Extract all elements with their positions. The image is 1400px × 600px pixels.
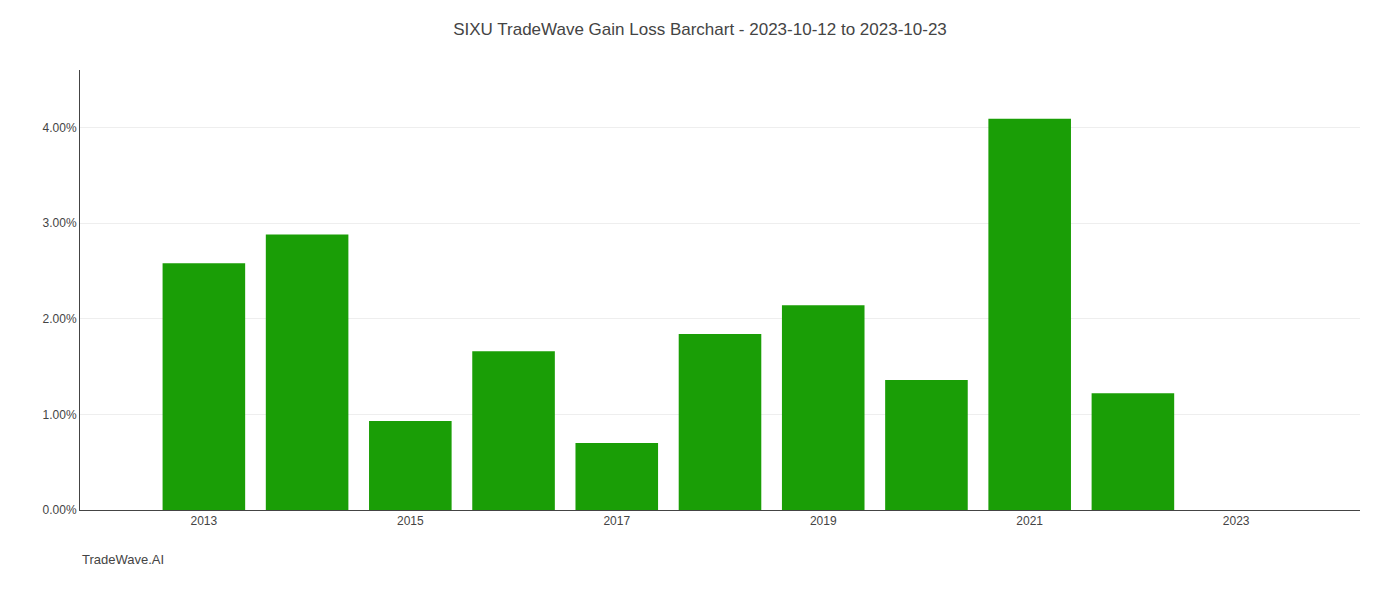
svg-text:TradeWave.AI: TradeWave.AI — [82, 552, 164, 567]
svg-text:2013: 2013 — [191, 514, 218, 528]
svg-text:2023: 2023 — [1223, 514, 1250, 528]
svg-text:2019: 2019 — [810, 514, 837, 528]
svg-text:2.00%: 2.00% — [43, 312, 77, 326]
svg-text:4.00%: 4.00% — [43, 121, 77, 135]
svg-text:1.00%: 1.00% — [43, 408, 77, 422]
svg-text:2017: 2017 — [603, 514, 630, 528]
svg-text:0.00%: 0.00% — [43, 503, 77, 517]
svg-text:2015: 2015 — [397, 514, 424, 528]
svg-text:2021: 2021 — [1016, 514, 1043, 528]
svg-text:SIXU TradeWave Gain Loss Barch: SIXU TradeWave Gain Loss Barchart - 2023… — [453, 20, 947, 39]
svg-text:3.00%: 3.00% — [43, 216, 77, 230]
